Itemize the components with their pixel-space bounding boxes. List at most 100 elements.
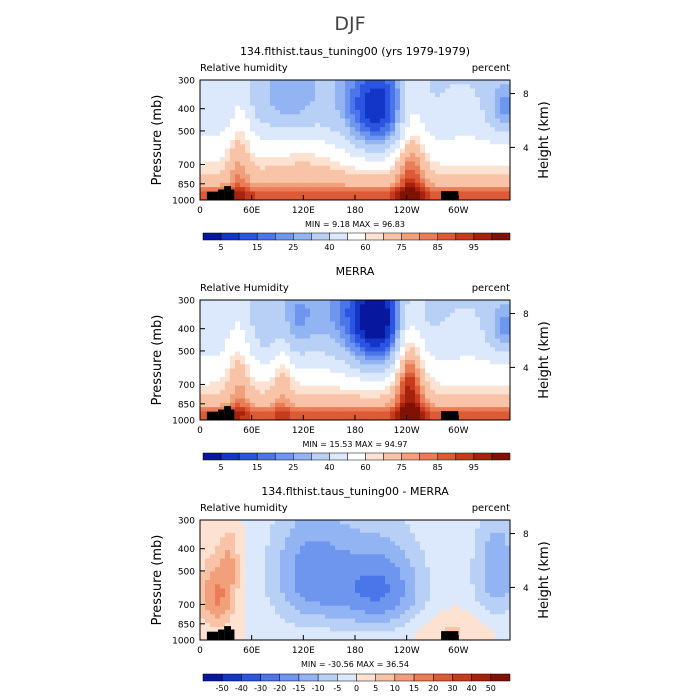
heatmap-cell — [340, 195, 346, 201]
heatmap-cell — [335, 545, 341, 551]
heatmap-cell — [240, 372, 246, 378]
heatmap-cell — [375, 377, 381, 382]
heatmap-cell — [215, 588, 221, 594]
heatmap-cell — [470, 182, 476, 188]
heatmap-cell — [220, 161, 226, 167]
heatmap-cell — [480, 105, 486, 111]
heatmap-cell — [485, 402, 491, 408]
heatmap-cell — [400, 317, 406, 322]
heatmap-cell — [320, 88, 326, 94]
heatmap-cell — [460, 127, 466, 132]
heatmap-cell — [260, 592, 266, 598]
heatmap-cell — [450, 368, 456, 374]
heatmap-cell — [335, 191, 341, 197]
heatmap-cell — [460, 537, 466, 542]
heatmap-cell — [200, 178, 206, 184]
heatmap-cell — [215, 580, 221, 585]
heatmap-cell — [230, 161, 236, 167]
heatmap-cell — [315, 398, 321, 404]
heatmap-cell — [215, 105, 221, 111]
heatmap-cell — [365, 321, 371, 327]
heatmap-cell — [355, 80, 361, 85]
heatmap-cell — [485, 148, 491, 154]
heatmap-cell — [465, 101, 471, 107]
heatmap-cell — [390, 330, 396, 335]
heatmap-cell — [310, 554, 316, 559]
heatmap-cell — [415, 520, 421, 525]
heatmap-cell — [320, 300, 326, 305]
heatmap-cell — [360, 312, 366, 318]
heatmap-cell — [410, 394, 416, 399]
heatmap-cell — [375, 351, 381, 357]
heatmap-cell — [240, 338, 246, 344]
heatmap-cell — [325, 524, 331, 529]
heatmap-cell — [365, 575, 371, 581]
heatmap-cell — [480, 558, 486, 564]
heatmap-cell — [285, 92, 291, 98]
heatmap-cell — [480, 567, 486, 572]
heatmap-cell — [240, 325, 246, 331]
heatmap-cell — [475, 84, 481, 89]
heatmap-cell — [450, 321, 456, 327]
heatmap-cell — [450, 347, 456, 352]
heatmap-cell — [405, 122, 411, 128]
heatmap-cell — [395, 105, 401, 111]
heatmap-cell — [345, 407, 351, 412]
heatmap-cell — [345, 554, 351, 559]
heatmap-cell — [260, 411, 266, 417]
heatmap-cell — [340, 545, 346, 551]
heatmap-cell — [380, 165, 386, 171]
heatmap-cell — [240, 550, 246, 555]
heatmap-cell — [245, 191, 251, 197]
heatmap-cell — [255, 368, 261, 374]
heatmap-cell — [200, 402, 206, 408]
heatmap-cell — [470, 342, 476, 348]
heatmap-cell — [470, 377, 476, 382]
heatmap-cell — [425, 114, 431, 119]
heatmap-cell — [350, 178, 356, 184]
heatmap-cell — [280, 567, 286, 572]
heatmap-cell — [415, 364, 421, 369]
heatmap-cell — [460, 321, 466, 327]
heatmap-cell — [315, 88, 321, 94]
heatmap-cell — [280, 372, 286, 378]
heatmap-cell — [200, 114, 206, 119]
heatmap-cell — [215, 545, 221, 551]
heatmap-cell — [365, 144, 371, 149]
heatmap-cell — [210, 144, 216, 149]
heatmap-cell — [205, 597, 211, 602]
heatmap-cell — [335, 118, 341, 124]
heatmap-cell — [390, 584, 396, 589]
heatmap-cell — [285, 148, 291, 154]
heatmap-cell — [500, 144, 506, 149]
heatmap-cell — [475, 550, 481, 555]
heatmap-cell — [255, 330, 261, 335]
heatmap-cell — [400, 191, 406, 197]
heatmap-cell — [385, 532, 391, 538]
heatmap-cell — [260, 381, 266, 387]
heatmap-cell — [350, 545, 356, 551]
heatmap-cell — [310, 321, 316, 327]
heatmap-cell — [490, 381, 496, 387]
heatmap-cell — [375, 550, 381, 555]
heatmap-cell — [305, 152, 311, 158]
heatmap-cell — [215, 114, 221, 119]
heatmap-cell — [310, 92, 316, 98]
heatmap-cell — [320, 394, 326, 399]
heatmap-cell — [245, 334, 251, 339]
heatmap-cell — [450, 377, 456, 382]
heatmap-cell — [350, 597, 356, 602]
heatmap-cell — [240, 377, 246, 382]
heatmap-cell — [255, 114, 261, 119]
heatmap-cell — [200, 321, 206, 327]
heatmap-cell — [220, 144, 226, 149]
heatmap-cell — [400, 372, 406, 378]
heatmap-cell — [310, 178, 316, 184]
heatmap-cell — [485, 528, 491, 534]
heatmap-cell — [480, 165, 486, 171]
heatmap-cell — [415, 300, 421, 305]
heatmap-cell — [420, 415, 426, 421]
heatmap-cell — [370, 545, 376, 551]
heatmap-cell — [200, 101, 206, 107]
heatmap-cell — [250, 605, 256, 611]
